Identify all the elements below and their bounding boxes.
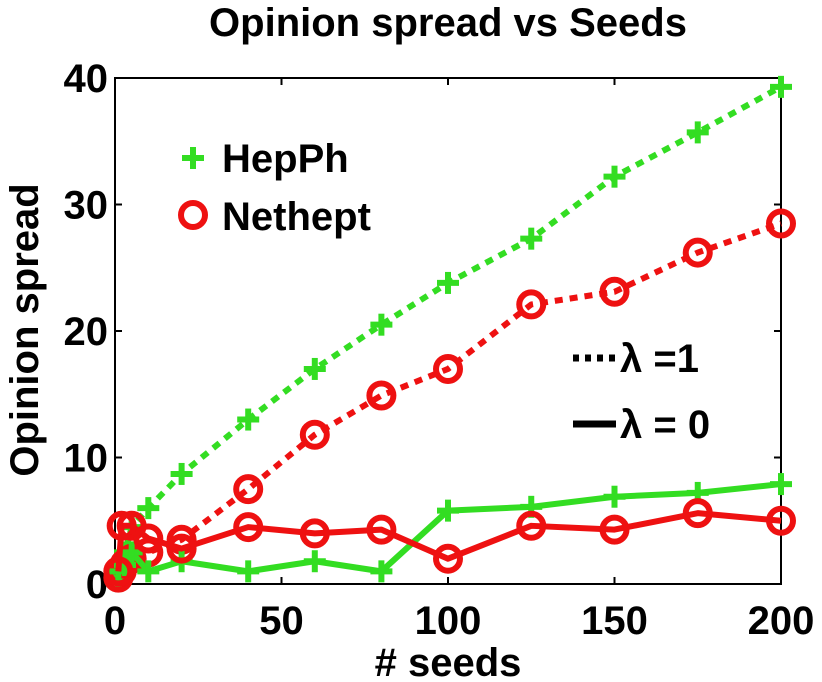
series-nethept-lambda-1-point [433, 353, 463, 384]
series-hepph-lambda-1-point [370, 313, 393, 336]
x-tick-label: 100 [415, 599, 482, 643]
legend-marker-nethept [178, 200, 208, 230]
legend-nethept-marker [178, 200, 208, 230]
series-nethept-lambda-0-point [433, 543, 463, 574]
x-axis-label: # seeds [375, 641, 522, 682]
y-tick-label: 10 [64, 437, 109, 481]
y-tick-label: 30 [64, 184, 109, 228]
series-hepph-lambda-0-point [437, 499, 459, 522]
legend-hepph-marker [182, 147, 204, 169]
series-hepph-lambda-1-point [137, 497, 160, 520]
series-hepph-lambda-1-point [686, 121, 709, 144]
series-hepph-lambda-1-point [520, 227, 543, 250]
series-hepph-lambda-1-point [437, 271, 459, 294]
series-nethept-lambda-1-point [233, 474, 264, 505]
series-hepph-lambda-0-point [770, 473, 792, 496]
series-nethept-lambda-1-point [766, 208, 796, 239]
legend-marker-hepph [182, 147, 204, 169]
series-hepph-lambda-0 [107, 473, 792, 583]
chart-title: Opinion spread vs Seeds [209, 1, 687, 45]
series-nethept-lambda-0-point [103, 556, 134, 587]
x-tick-label: 0 [104, 599, 126, 643]
series-hepph-lambda-0-point [120, 541, 143, 564]
series-hepph-lambda-1-point [603, 165, 626, 188]
series-nethept-lambda-0 [103, 498, 796, 587]
series-nethept-lambda-1-point [366, 380, 397, 411]
series-hepph-lambda-0-point [603, 485, 626, 508]
legend-label-nethept: Nethept [222, 195, 371, 239]
series-hepph-lambda-0-point [137, 560, 160, 583]
series-hepph-lambda-0-point [303, 550, 326, 573]
series-nethept-lambda-0-point [233, 512, 264, 543]
series-nethept-lambda-0-line [115, 510, 782, 572]
series-hepph-lambda-1-line [115, 84, 783, 578]
series-nethept-lambda-0-point [299, 518, 330, 549]
series-nethept-lambda-0-point [682, 498, 713, 529]
y-tick-label: 0 [86, 563, 108, 607]
dotted-line-label: λ =1 [620, 337, 699, 381]
series-nethept-lambda-1 [103, 208, 796, 593]
legend-label-hepph: HepPh [222, 137, 349, 181]
series-nethept-lambda-1-point [299, 419, 330, 450]
series-hepph-lambda-1-point [237, 408, 260, 431]
series-nethept-lambda-1-point [516, 289, 547, 320]
line-style-legend: λ =1 λ = 0 [573, 337, 710, 447]
series-nethept-lambda-1-point [599, 276, 630, 307]
y-axis-label: Opinion spread [3, 183, 47, 476]
series-nethept-lambda-0-point [599, 514, 630, 545]
x-tick-label: 150 [581, 599, 648, 643]
y-tick-label: 40 [64, 57, 109, 101]
series-nethept-lambda-0-point [106, 510, 137, 541]
series-hepph-lambda-1-point [770, 75, 792, 98]
solid-line-label: λ = 0 [620, 403, 710, 447]
series-nethept-lambda-1-point [682, 237, 713, 268]
x-tick-label: 50 [259, 599, 304, 643]
series-nethept-lambda-0-point [166, 533, 197, 564]
series-hepph-lambda-1-point [303, 357, 326, 380]
series-hepph-lambda-0-point [370, 560, 393, 583]
series-nethept-lambda-0-point [366, 514, 397, 545]
legend: HepPh Nethept [178, 137, 371, 239]
x-tick-label: 200 [748, 599, 815, 643]
y-tick-label: 20 [64, 310, 109, 354]
series-nethept-lambda-0-point [516, 510, 547, 541]
series-hepph-lambda-1-point [170, 462, 193, 485]
series-hepph-lambda-0-point [237, 560, 260, 583]
plot-area: 0 50 100 150 200 0 10 20 30 40 [64, 57, 815, 643]
series-nethept-lambda-0-point [133, 523, 164, 554]
series-nethept-lambda-0-point [766, 505, 796, 536]
